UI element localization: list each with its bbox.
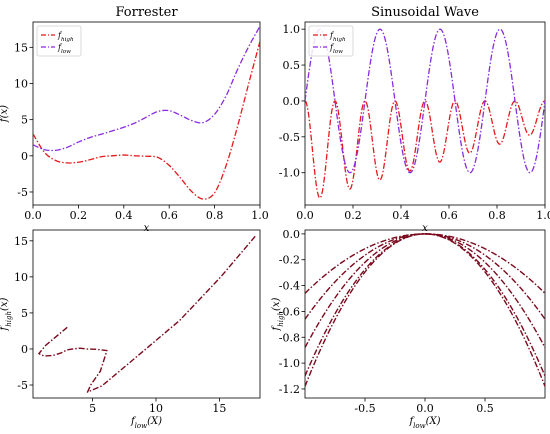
- series-line-f-low: [305, 28, 545, 174]
- x-tick-label: 0.4: [115, 209, 133, 222]
- x-tick-label: 0.6: [160, 209, 178, 222]
- plot-area: [305, 233, 545, 387]
- plot-frame: [32, 21, 261, 206]
- series-line-f-high: [33, 41, 260, 200]
- chart-title: Forrester: [115, 5, 178, 20]
- y-tick-label: 0.0: [283, 228, 301, 241]
- y-tick-label: -5: [17, 379, 28, 392]
- y-tick-label: 10: [14, 77, 28, 90]
- x-tick-label: 0.8: [488, 209, 506, 222]
- forrester-correlation-panel: 5 10 15 -5 0 5 10 15 flow(X) fhigh(x): [0, 229, 261, 430]
- forrester-panel: 0.0 0.2 0.4 0.6 0.8 1.0 -5 0 5 10 15 Forrester x f(x)…: [0, 5, 269, 234]
- x-axis-label: x: [144, 223, 150, 234]
- legend-box: [36, 25, 82, 57]
- y-tick-label: 0: [21, 343, 28, 356]
- x-tick-label: 0.0: [24, 209, 42, 222]
- legend-box: [308, 25, 354, 57]
- y-tick-label: 5: [21, 114, 28, 127]
- x-tick-label: 15: [212, 402, 226, 415]
- sinusoidal-panel: 0.0 0.2 0.4 0.6 0.8 1.0 1.0 0.5 0.0 -0.5 -1.0 Sinus…: [279, 5, 550, 234]
- correlation-curve: [305, 233, 545, 320]
- correlation-curve: [38, 234, 257, 393]
- plot-area: [305, 28, 545, 199]
- y-tick-label: 0: [21, 150, 28, 163]
- x-axis-label: flow(X): [130, 416, 162, 430]
- legend-label: fhigh: [57, 31, 74, 43]
- y-tick-label: -1.0: [279, 167, 300, 180]
- series-line-f-low: [33, 25, 260, 152]
- y-tick-label: -0.6: [279, 305, 300, 318]
- legend-label: flow: [329, 43, 343, 55]
- x-tick-label: 1.0: [251, 209, 269, 222]
- y-tick-label: 10: [14, 271, 28, 284]
- x-tick-label: 0.4: [392, 209, 410, 222]
- x-tick-label: 5: [89, 402, 96, 415]
- correlation-curve: [305, 233, 545, 348]
- y-tick-label: -0.5: [279, 131, 300, 144]
- y-tick-label: -0.8: [279, 331, 300, 344]
- y-tick-label: -5: [17, 186, 28, 199]
- y-tick-label: -0.2: [279, 254, 300, 267]
- legend-label: flow: [57, 43, 71, 55]
- y-axis-label: fhigh(x): [271, 297, 285, 331]
- correlation-curve: [305, 233, 545, 294]
- y-tick-label: 0.0: [283, 95, 301, 108]
- x-tick-label: 0.8: [206, 209, 224, 222]
- plot-frame: [32, 229, 261, 399]
- y-tick-label: 0.5: [283, 59, 301, 72]
- y-tick-label: 15: [14, 235, 28, 248]
- y-tick-label: -0.4: [279, 280, 300, 293]
- x-tick-label: 10: [149, 402, 163, 415]
- legend-label: fhigh: [329, 31, 346, 43]
- x-tick-label: 1.0: [536, 209, 550, 222]
- y-tick-label: 1.0: [283, 23, 301, 36]
- y-axis-label: fhigh(x): [0, 297, 13, 331]
- plot-frame: [304, 229, 546, 399]
- chart-title: Sinusoidal Wave: [371, 5, 479, 20]
- series-line-f-high: [305, 100, 545, 199]
- correlation-curve: [305, 233, 545, 387]
- x-tick-label: 0.0: [296, 209, 314, 222]
- x-tick-label: 0.5: [476, 402, 494, 415]
- x-tick-label: 0.6: [440, 209, 458, 222]
- sinusoidal-correlation-panel: -0.5 0.0 0.5 0.0 -0.2 -0.4 -0.6 -0.8 -1.0 -1.2 flo…: [271, 228, 546, 430]
- x-tick-label: -0.5: [354, 402, 375, 415]
- y-tick-label: 5: [21, 307, 28, 320]
- x-tick-label: 0.2: [70, 209, 88, 222]
- y-tick-label: -1.2: [279, 383, 300, 396]
- plot-area: [38, 234, 257, 393]
- y-tick-label: -1.0: [279, 357, 300, 370]
- correlation-curve: [305, 233, 545, 377]
- plot-area: [33, 25, 260, 200]
- y-tick-label: 15: [14, 41, 28, 54]
- x-tick-label: 0.2: [344, 209, 362, 222]
- x-axis-label: flow(X): [408, 416, 440, 430]
- y-axis-label: f(x): [0, 105, 10, 123]
- x-axis-label: x: [422, 223, 428, 234]
- x-tick-label: 0.0: [416, 402, 434, 415]
- plot-frame: [304, 21, 546, 206]
